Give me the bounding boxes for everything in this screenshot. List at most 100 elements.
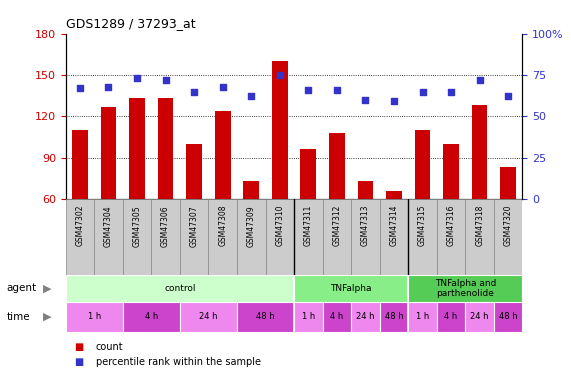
Bar (437, 302, 465, 332)
Text: 48 h: 48 h (499, 312, 517, 321)
Text: GSM47311: GSM47311 (304, 205, 313, 246)
Text: 24 h: 24 h (199, 312, 218, 321)
Text: GSM47310: GSM47310 (275, 205, 284, 246)
Bar (351, 302, 380, 332)
Text: GSM47307: GSM47307 (190, 205, 199, 246)
Bar (266, 199, 294, 276)
Bar (500, 167, 516, 199)
Bar (300, 149, 316, 199)
Text: GDS1289 / 37293_at: GDS1289 / 37293_at (66, 17, 195, 30)
Bar (323, 199, 351, 276)
Point (475, 77, 484, 83)
Bar (100, 106, 116, 199)
Bar (380, 302, 408, 332)
Point (361, 97, 370, 103)
Text: GSM47314: GSM47314 (389, 205, 399, 246)
Bar (151, 199, 180, 276)
Bar (94, 199, 123, 276)
Bar (408, 199, 437, 276)
Point (504, 93, 513, 99)
Point (447, 88, 456, 94)
Point (190, 88, 199, 94)
Text: TNFalpha: TNFalpha (331, 284, 372, 293)
Bar (123, 302, 180, 332)
Text: ■: ■ (74, 342, 83, 352)
Text: GSM47309: GSM47309 (247, 205, 256, 246)
Bar (186, 144, 202, 199)
Bar (294, 199, 323, 276)
Text: GSM47316: GSM47316 (447, 205, 456, 246)
Text: 1 h: 1 h (301, 312, 315, 321)
Text: GSM47313: GSM47313 (361, 205, 370, 246)
Bar (386, 190, 402, 199)
Bar (180, 302, 237, 332)
Point (161, 77, 170, 83)
Bar (437, 199, 465, 276)
Bar (443, 144, 459, 199)
Point (104, 84, 113, 90)
Text: GSM47315: GSM47315 (418, 205, 427, 246)
Bar (472, 105, 488, 199)
Text: GSM47308: GSM47308 (218, 205, 227, 246)
Bar (494, 199, 522, 276)
Bar (158, 98, 174, 199)
Bar (415, 130, 431, 199)
Bar (329, 133, 345, 199)
Bar (66, 275, 294, 302)
Bar (66, 199, 94, 276)
Text: control: control (164, 284, 196, 293)
Text: 4 h: 4 h (144, 312, 158, 321)
Text: count: count (96, 342, 123, 352)
Bar (272, 61, 288, 199)
Text: 24 h: 24 h (356, 312, 375, 321)
Bar (323, 302, 351, 332)
Text: ■: ■ (74, 357, 83, 367)
Bar (208, 199, 237, 276)
Point (332, 87, 341, 93)
Text: 48 h: 48 h (385, 312, 403, 321)
Text: GSM47318: GSM47318 (475, 205, 484, 246)
Text: 4 h: 4 h (330, 312, 344, 321)
Text: TNFalpha and
parthenolide: TNFalpha and parthenolide (435, 279, 496, 298)
Text: GSM47312: GSM47312 (332, 205, 341, 246)
Point (389, 98, 399, 104)
Bar (357, 181, 373, 199)
Text: GSM47304: GSM47304 (104, 205, 113, 246)
Bar (294, 302, 323, 332)
Point (132, 75, 142, 81)
Bar (215, 111, 231, 199)
Text: 48 h: 48 h (256, 312, 275, 321)
Point (418, 88, 427, 94)
Bar (72, 130, 88, 199)
Text: agent: agent (7, 284, 37, 293)
Bar (351, 199, 380, 276)
Bar (237, 302, 294, 332)
Bar (408, 302, 437, 332)
Text: 1 h: 1 h (87, 312, 101, 321)
Text: 4 h: 4 h (444, 312, 458, 321)
Bar (123, 199, 151, 276)
Bar (465, 302, 494, 332)
Bar (408, 275, 522, 302)
Text: 24 h: 24 h (471, 312, 489, 321)
Bar (243, 181, 259, 199)
Point (275, 72, 284, 78)
Text: ▶: ▶ (43, 284, 51, 293)
Text: GSM47305: GSM47305 (132, 205, 142, 246)
Point (304, 87, 313, 93)
Bar (380, 199, 408, 276)
Point (75, 85, 85, 91)
Text: GSM47302: GSM47302 (75, 205, 85, 246)
Point (218, 84, 227, 90)
Bar (465, 199, 494, 276)
Point (247, 93, 256, 99)
Text: ▶: ▶ (43, 312, 51, 322)
Bar (66, 302, 123, 332)
Text: percentile rank within the sample: percentile rank within the sample (96, 357, 261, 367)
Text: GSM47320: GSM47320 (504, 205, 513, 246)
Text: GSM47306: GSM47306 (161, 205, 170, 246)
Bar (180, 199, 208, 276)
Bar (237, 199, 266, 276)
Bar (129, 98, 145, 199)
Text: time: time (7, 312, 30, 322)
